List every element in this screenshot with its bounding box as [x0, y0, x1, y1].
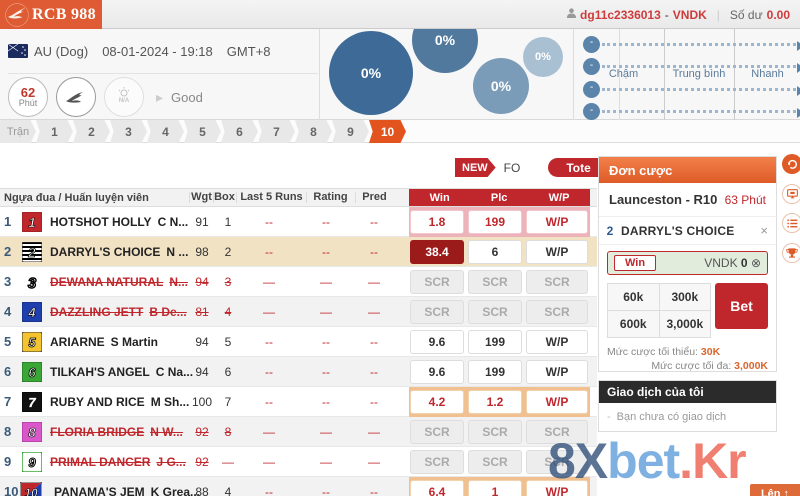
- svg-text:10: 10: [24, 486, 38, 496]
- svg-text:2: 2: [27, 245, 36, 260]
- svg-text:5: 5: [28, 335, 36, 350]
- svg-text:6: 6: [28, 365, 36, 380]
- svg-text:9: 9: [28, 455, 36, 470]
- svg-text:8: 8: [28, 425, 36, 440]
- svg-text:7: 7: [28, 395, 36, 410]
- svg-text:4: 4: [27, 305, 36, 320]
- svg-text:3: 3: [28, 275, 37, 292]
- svg-text:1: 1: [28, 215, 35, 230]
- svg-text:N/A: N/A: [119, 98, 130, 104]
